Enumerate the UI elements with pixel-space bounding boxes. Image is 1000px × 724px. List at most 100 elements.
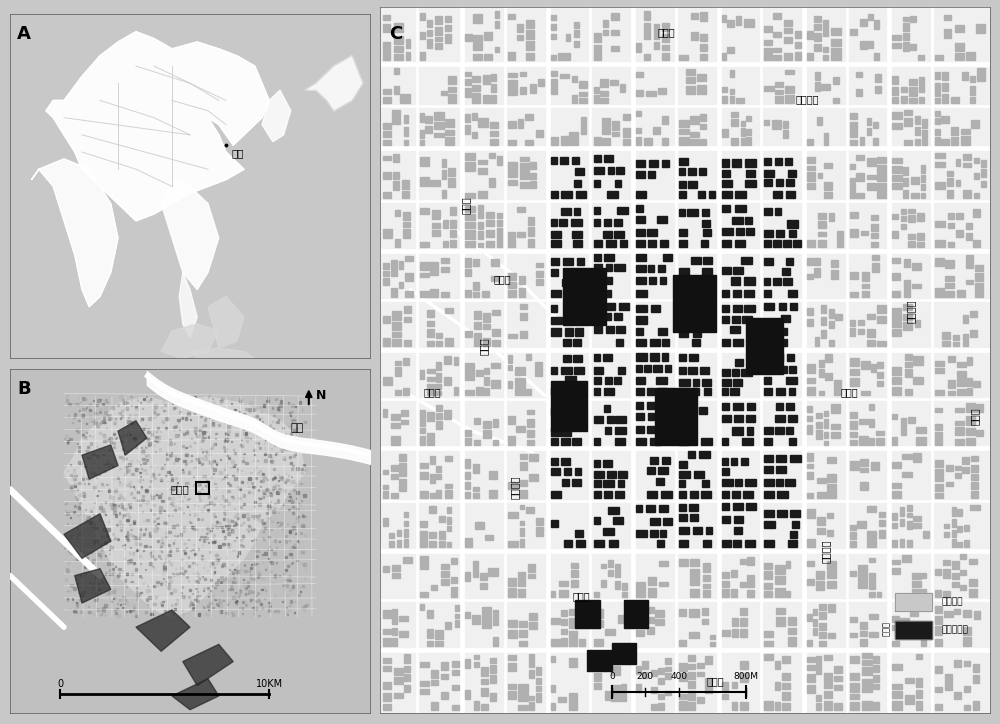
Polygon shape (248, 477, 251, 479)
Polygon shape (964, 540, 969, 547)
Polygon shape (111, 539, 112, 541)
Polygon shape (465, 222, 475, 228)
Polygon shape (277, 501, 279, 503)
Polygon shape (232, 573, 234, 574)
Polygon shape (603, 231, 612, 238)
Polygon shape (594, 253, 601, 261)
Polygon shape (142, 458, 145, 460)
Polygon shape (113, 597, 114, 599)
Polygon shape (764, 353, 770, 361)
Polygon shape (905, 353, 912, 360)
Polygon shape (964, 525, 969, 531)
Polygon shape (178, 458, 179, 459)
Polygon shape (170, 563, 172, 565)
Polygon shape (240, 524, 242, 526)
Polygon shape (644, 54, 650, 60)
Polygon shape (258, 503, 261, 505)
Polygon shape (163, 410, 165, 411)
Polygon shape (789, 366, 796, 373)
Polygon shape (976, 24, 985, 33)
Polygon shape (420, 140, 424, 145)
Polygon shape (430, 261, 438, 268)
Polygon shape (208, 297, 244, 348)
Polygon shape (137, 593, 140, 595)
Polygon shape (787, 221, 798, 227)
Polygon shape (282, 434, 284, 437)
Polygon shape (420, 531, 427, 540)
Polygon shape (210, 463, 212, 465)
Polygon shape (575, 468, 581, 476)
Polygon shape (231, 570, 232, 571)
Polygon shape (764, 26, 772, 32)
Polygon shape (921, 165, 925, 173)
Polygon shape (953, 335, 959, 340)
Polygon shape (444, 355, 451, 363)
Polygon shape (420, 242, 429, 248)
Polygon shape (448, 76, 456, 83)
Polygon shape (99, 411, 101, 413)
Polygon shape (957, 509, 962, 515)
Polygon shape (473, 493, 479, 498)
Polygon shape (268, 536, 270, 538)
Polygon shape (264, 453, 266, 455)
Bar (196, 482, 209, 494)
Polygon shape (200, 457, 203, 460)
Polygon shape (292, 420, 295, 422)
Polygon shape (445, 489, 452, 498)
Polygon shape (243, 494, 245, 497)
Polygon shape (921, 193, 925, 198)
Polygon shape (850, 412, 857, 418)
Polygon shape (901, 87, 907, 92)
Polygon shape (648, 413, 654, 420)
Polygon shape (251, 564, 252, 565)
Polygon shape (508, 416, 515, 424)
Polygon shape (824, 441, 828, 445)
Polygon shape (206, 451, 207, 452)
Polygon shape (952, 508, 956, 516)
Polygon shape (508, 232, 515, 237)
Polygon shape (303, 563, 306, 566)
Polygon shape (970, 76, 975, 83)
Polygon shape (392, 616, 397, 624)
Polygon shape (217, 579, 219, 581)
Polygon shape (73, 469, 75, 470)
Polygon shape (231, 398, 232, 400)
Polygon shape (861, 230, 868, 235)
Polygon shape (383, 376, 392, 385)
Polygon shape (900, 508, 904, 516)
Polygon shape (787, 353, 794, 361)
Polygon shape (957, 290, 965, 297)
Polygon shape (213, 443, 215, 445)
Polygon shape (915, 116, 920, 125)
Polygon shape (536, 694, 541, 702)
Polygon shape (141, 487, 142, 489)
Polygon shape (441, 292, 449, 297)
Polygon shape (764, 540, 774, 547)
Polygon shape (604, 388, 614, 395)
Polygon shape (740, 702, 748, 710)
Polygon shape (948, 223, 954, 228)
Polygon shape (970, 505, 980, 510)
Polygon shape (404, 685, 410, 692)
Polygon shape (181, 559, 182, 560)
Polygon shape (110, 489, 111, 491)
Polygon shape (79, 524, 80, 526)
Polygon shape (649, 277, 656, 284)
Polygon shape (76, 429, 77, 432)
Polygon shape (905, 678, 914, 683)
Polygon shape (731, 119, 738, 126)
Polygon shape (92, 436, 93, 437)
Polygon shape (136, 444, 137, 445)
Polygon shape (69, 535, 72, 537)
Polygon shape (850, 673, 859, 680)
Polygon shape (291, 476, 292, 477)
Polygon shape (892, 214, 898, 219)
Polygon shape (703, 563, 710, 572)
Polygon shape (126, 470, 128, 471)
Polygon shape (404, 666, 410, 672)
Polygon shape (654, 42, 659, 49)
Polygon shape (296, 428, 298, 429)
Polygon shape (817, 517, 825, 525)
Polygon shape (243, 452, 245, 455)
Polygon shape (122, 447, 124, 450)
